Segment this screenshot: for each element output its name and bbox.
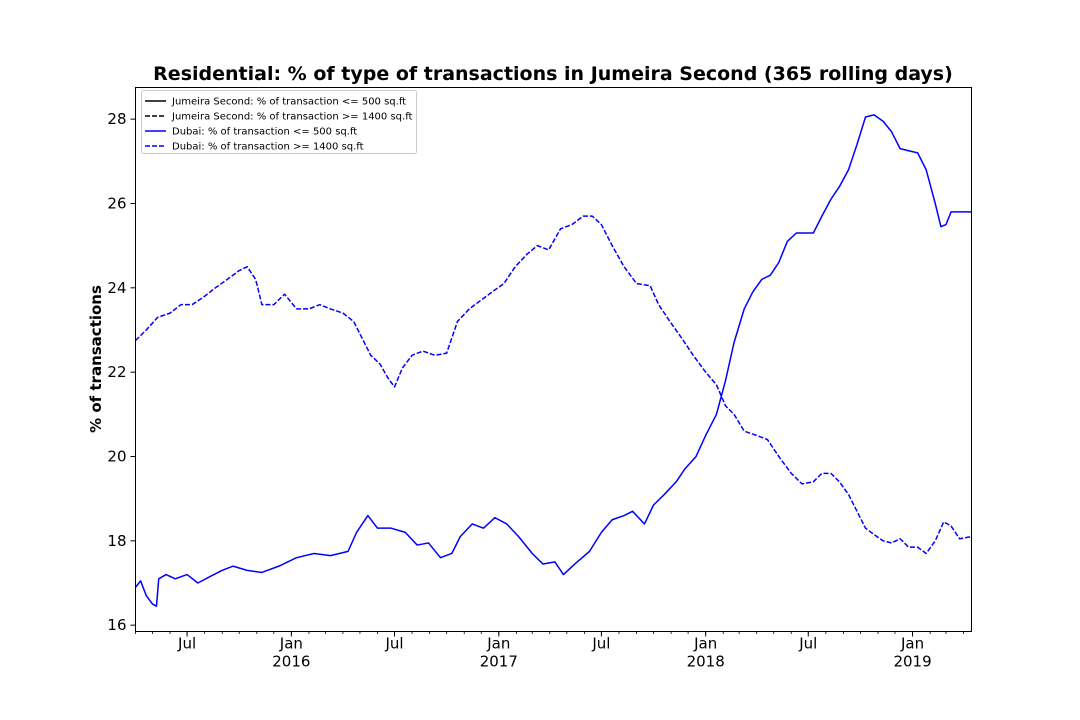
x-tick-year-label: 2018 xyxy=(687,653,725,671)
x-tick-label: Jul xyxy=(384,635,403,653)
plot-frame xyxy=(135,87,972,632)
legend-box xyxy=(141,90,417,154)
y-tick-label: 26 xyxy=(107,194,126,212)
x-tick-label: Jan xyxy=(900,635,924,653)
x-tick-label: Jul xyxy=(798,635,817,653)
series-line-3 xyxy=(134,215,972,555)
x-tick-year-label: 2019 xyxy=(893,653,931,671)
series-layer xyxy=(134,114,972,607)
y-axis-label: % of transactions xyxy=(87,285,105,433)
legend-entry-label: Jumeira Second: % of transaction <= 500 … xyxy=(171,97,406,108)
y-tick-label: 24 xyxy=(107,279,126,297)
chart-title: Residential: % of type of transactions i… xyxy=(153,63,953,85)
y-tick-label: 16 xyxy=(107,616,126,634)
legend-entry-label: Jumeira Second: % of transaction >= 1400… xyxy=(171,112,413,123)
legend: Jumeira Second: % of transaction <= 500 … xyxy=(141,90,417,154)
y-tick-label: 18 xyxy=(107,532,126,550)
legend-entry-label: Dubai: % of transaction >= 1400 sq.ft xyxy=(172,142,364,153)
x-tick-label: Jan xyxy=(486,635,510,653)
x-tick-year-label: 2017 xyxy=(480,653,518,671)
y-tick-label: 28 xyxy=(107,110,126,128)
x-tick-label: Jan xyxy=(279,635,303,653)
y-tick-label: 22 xyxy=(107,363,126,381)
x-tick-year-label: 2016 xyxy=(272,653,310,671)
x-tick-label: Jul xyxy=(177,635,196,653)
x-tick-label: Jan xyxy=(693,635,717,653)
plot-area xyxy=(134,87,972,632)
legend-entry-label: Dubai: % of transaction <= 500 sq.ft xyxy=(172,127,357,138)
y-tick-label: 20 xyxy=(107,447,126,465)
x-tick-label: Jul xyxy=(591,635,610,653)
series-line-2 xyxy=(134,114,972,607)
y-axis-ticks: 16 18 20 22 24 26 28 xyxy=(107,110,136,634)
